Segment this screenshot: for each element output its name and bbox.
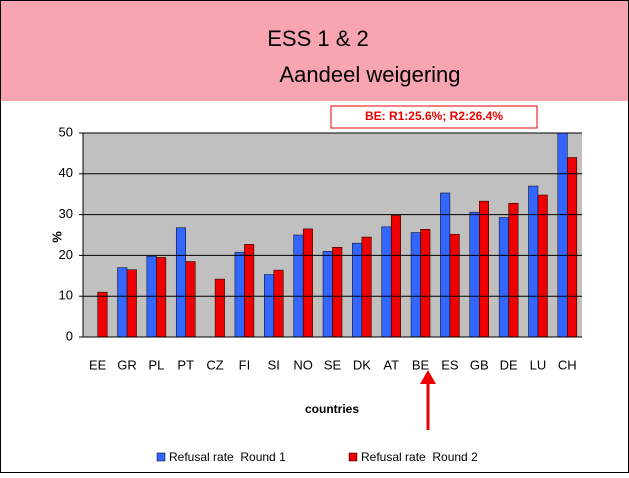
bar <box>293 234 304 337</box>
x-tick-label: AT <box>383 357 399 372</box>
legend-label: Refusal rate Round 2 <box>361 450 478 464</box>
bar <box>302 228 313 337</box>
chart-title: ESS 1 & 2 <box>267 26 369 51</box>
y-tick-label: 30 <box>59 206 73 221</box>
x-tick-label: EE <box>89 357 107 372</box>
bar <box>214 278 225 337</box>
bar <box>449 233 460 337</box>
legend-label: Refusal rate Round 1 <box>169 450 286 464</box>
bar <box>479 200 490 337</box>
y-tick-label: 0 <box>66 328 73 343</box>
x-tick-label: NO <box>293 357 313 372</box>
bar <box>332 246 343 337</box>
bar <box>498 217 509 337</box>
arrow <box>420 370 436 430</box>
y-axis-label: % <box>49 231 64 243</box>
bar <box>322 251 333 337</box>
x-tick-label: ES <box>441 357 459 372</box>
bar <box>244 244 255 337</box>
annotation-box <box>330 105 538 129</box>
bar <box>97 291 108 337</box>
bar <box>273 269 284 337</box>
bar <box>508 202 519 337</box>
bar <box>117 267 128 337</box>
bar <box>469 211 480 337</box>
bar <box>420 229 431 337</box>
x-tick-label: PL <box>148 357 164 372</box>
bar <box>234 251 245 337</box>
y-tick-label: 20 <box>59 247 73 262</box>
bar <box>156 257 167 337</box>
y-tick-label: 50 <box>59 124 73 139</box>
x-tick-label: SI <box>268 357 280 372</box>
bar <box>381 226 392 337</box>
bar <box>185 261 196 337</box>
x-tick-label: DK <box>353 357 371 372</box>
bar <box>537 194 548 337</box>
x-tick-label: SE <box>324 357 342 372</box>
bar <box>361 236 372 337</box>
bar <box>264 274 275 337</box>
bar <box>567 157 578 337</box>
y-tick-label: 40 <box>59 165 73 180</box>
x-axis-label: countries <box>305 402 359 416</box>
x-tick-label: CH <box>558 357 577 372</box>
x-tick-label: GB <box>470 357 489 372</box>
x-tick-label: CZ <box>206 357 223 372</box>
bar <box>126 269 137 337</box>
bar <box>410 232 421 337</box>
x-tick-label: DE <box>500 357 518 372</box>
bar <box>390 215 401 337</box>
x-tick-label: PT <box>177 357 194 372</box>
y-tick-label: 10 <box>59 288 73 303</box>
chart-subtitle: Aandeel weigering <box>279 62 460 87</box>
bar <box>557 133 568 337</box>
x-tick-label: GR <box>117 357 137 372</box>
annotation: BE: R1:25.6%; R2:26.4% <box>365 109 503 123</box>
x-tick-label: FI <box>239 357 251 372</box>
bar <box>528 185 539 337</box>
x-tick-label: BE <box>412 357 430 372</box>
bar <box>175 227 186 337</box>
legend-swatch <box>156 452 166 462</box>
header-band <box>1 1 628 101</box>
legend-swatch <box>348 452 358 462</box>
x-tick-label: LU <box>530 357 547 372</box>
bar <box>352 242 363 337</box>
